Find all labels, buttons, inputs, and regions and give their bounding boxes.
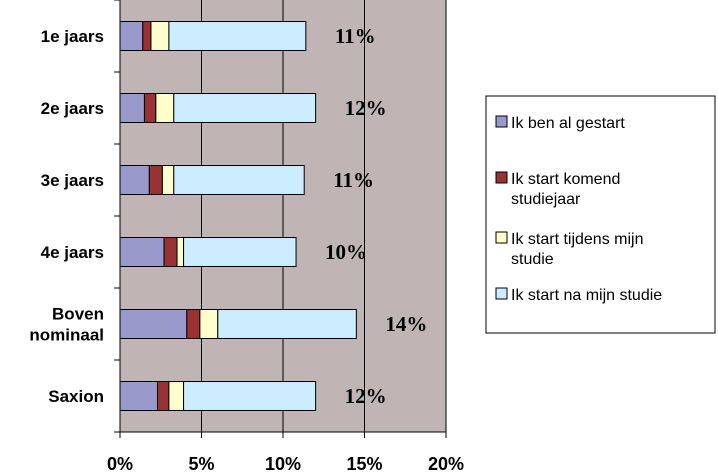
bar-segment <box>176 237 185 267</box>
category-label: Saxion <box>48 387 104 406</box>
bar-segment <box>161 165 175 195</box>
category-label: 4e jaars <box>41 243 104 262</box>
data-labels-layer: 11% 12% 11% 10% 14% 12% <box>325 24 427 408</box>
category-labels: 1e jaars 2e jaars 3e jaars 4e jaars Boven nom… <box>29 27 104 406</box>
legend-label: studiejaar <box>511 191 581 208</box>
bar-segment <box>163 237 178 267</box>
legend: Ik ben al gestart Ik start komend studieja… <box>485 95 716 334</box>
bar-segment <box>119 309 188 339</box>
data-label: 10% <box>325 240 367 264</box>
data-label: 11% <box>335 24 376 48</box>
bar-segment <box>119 237 165 267</box>
bar-segment <box>119 381 158 411</box>
bar-segment <box>148 165 163 195</box>
legend-swatch <box>495 231 508 244</box>
category-label: nominaal <box>29 326 104 345</box>
data-label: 11% <box>333 168 374 192</box>
bar-segment <box>156 381 170 411</box>
legend-label: Ik start na mijn studie <box>511 287 662 304</box>
bar-segment <box>143 93 157 123</box>
legend-label: studie <box>511 251 554 268</box>
bar-segment <box>199 309 219 339</box>
legend-swatch <box>495 171 508 184</box>
y-tick-marks <box>114 0 120 433</box>
bar-segment <box>119 21 144 51</box>
gridlines <box>201 0 447 432</box>
x-tick-label: 5% <box>188 454 214 474</box>
data-label: 14% <box>385 312 427 336</box>
bar-segment <box>150 21 170 51</box>
category-label: 2e jaars <box>41 99 104 118</box>
bar-segment <box>183 237 297 267</box>
bar-segment <box>217 309 357 339</box>
category-label: 3e jaars <box>41 171 104 190</box>
bar-segment <box>186 309 201 339</box>
bar-segment <box>119 93 145 123</box>
legend-label: Ik start komend <box>511 171 620 188</box>
category-label: 1e jaars <box>41 27 104 46</box>
legend-box <box>485 95 716 334</box>
bar-segment <box>119 165 150 195</box>
legend-swatch <box>495 287 508 300</box>
x-tick-label: 10% <box>265 454 301 474</box>
bar-segment <box>168 21 307 51</box>
legend-label: Ik ben al gestart <box>511 115 625 132</box>
bar-segment <box>168 381 185 411</box>
bars-layer <box>119 21 357 411</box>
bar-segment <box>155 93 175 123</box>
bar-segment <box>173 165 305 195</box>
bar-segment <box>183 381 317 411</box>
bar-segment <box>142 21 152 51</box>
data-label: 12% <box>345 384 387 408</box>
x-tick-label: 20% <box>428 454 464 474</box>
x-tick-label: 15% <box>346 454 382 474</box>
data-label: 12% <box>345 96 387 120</box>
x-tick-label: 0% <box>107 454 133 474</box>
x-tick-labels: 0% 5% 10% 15% 20% <box>107 432 464 474</box>
legend-label: Ik start tijdens mijn <box>511 231 643 248</box>
category-label: Boven <box>52 305 104 324</box>
bar-segment <box>173 93 317 123</box>
legend-swatch <box>495 115 508 128</box>
